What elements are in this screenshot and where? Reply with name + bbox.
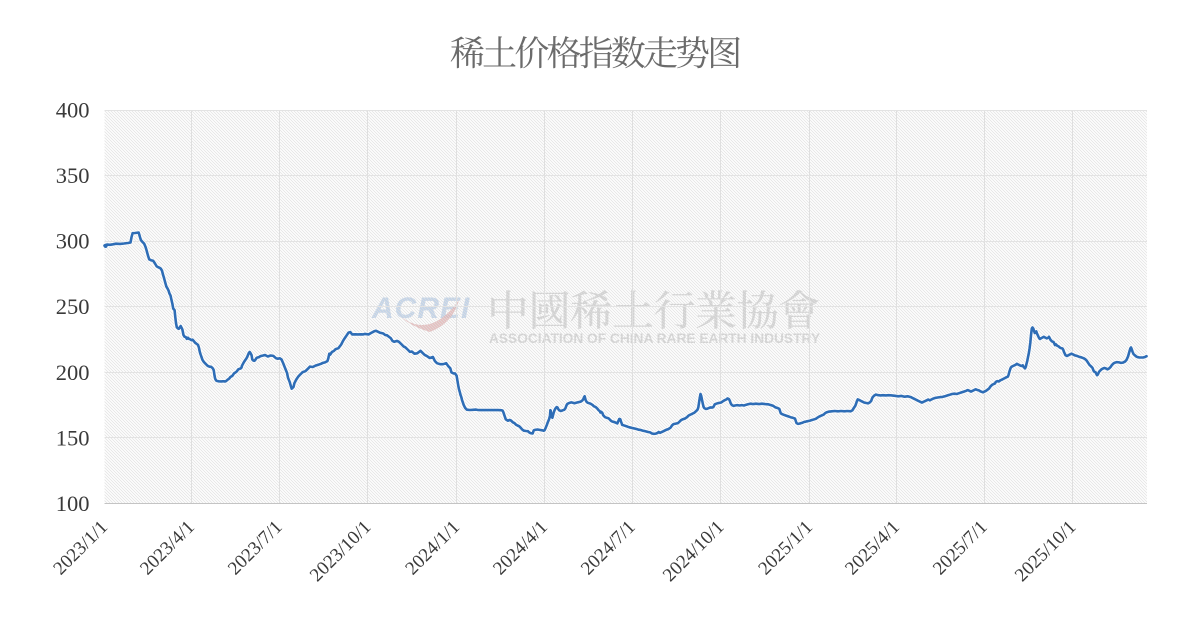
svg-text:100: 100: [56, 491, 90, 516]
svg-text:350: 350: [56, 163, 90, 188]
svg-text:150: 150: [56, 425, 90, 450]
svg-text:200: 200: [56, 360, 90, 385]
svg-text:300: 300: [56, 229, 90, 254]
svg-text:250: 250: [56, 294, 90, 319]
svg-text:400: 400: [56, 98, 90, 123]
